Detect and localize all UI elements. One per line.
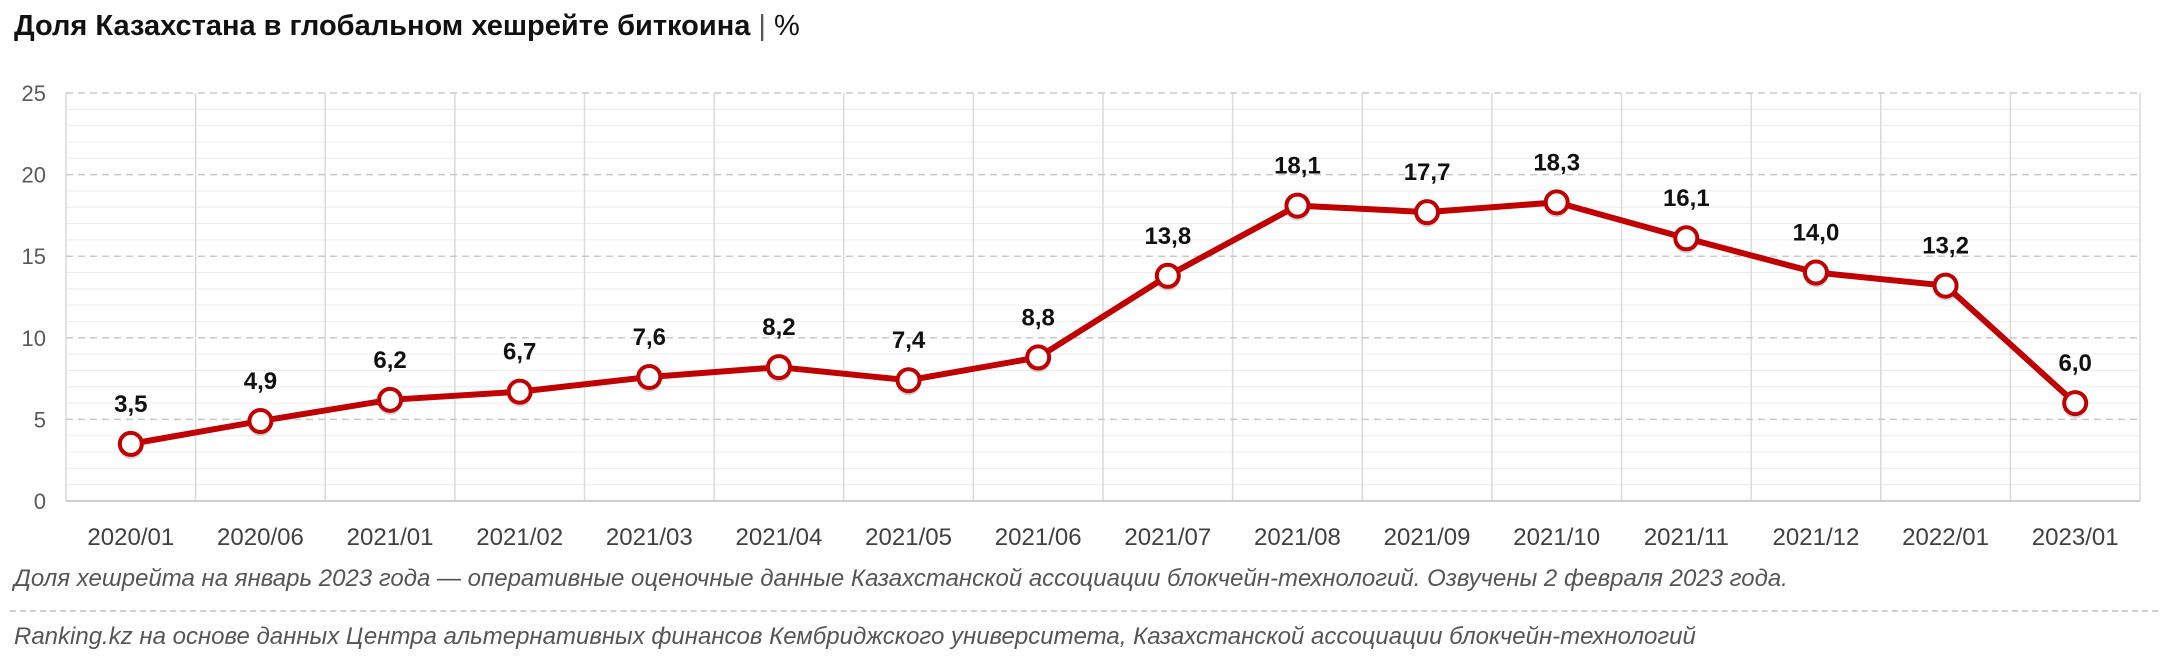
x-tick-label: 2023/01 bbox=[2032, 524, 2119, 551]
x-tick-label: 2021/01 bbox=[347, 524, 434, 551]
data-label: 18,1 bbox=[1274, 153, 1321, 180]
data-point bbox=[895, 367, 922, 394]
data-point bbox=[1154, 262, 1181, 289]
data-label: 14,0 bbox=[1793, 220, 1840, 247]
data-label: 6,2 bbox=[373, 347, 406, 374]
y-tick-label: 0 bbox=[34, 489, 46, 514]
data-point bbox=[506, 378, 533, 405]
data-label: 6,0 bbox=[2059, 350, 2092, 377]
y-tick-label: 25 bbox=[22, 81, 46, 106]
x-tick-label: 2021/06 bbox=[995, 524, 1082, 551]
y-tick-label: 20 bbox=[22, 163, 46, 188]
y-tick-label: 5 bbox=[34, 407, 46, 432]
x-tick-label: 2022/01 bbox=[1902, 524, 1989, 551]
x-tick-label: 2021/09 bbox=[1384, 524, 1471, 551]
data-point bbox=[1932, 272, 1959, 299]
data-label: 3,5 bbox=[114, 391, 147, 418]
data-label: 7,6 bbox=[633, 324, 666, 351]
data-label: 7,4 bbox=[892, 327, 926, 354]
data-note: Доля хешрейта на январь 2023 года — опер… bbox=[14, 565, 1788, 592]
data-label: 18,3 bbox=[1533, 149, 1580, 176]
title-unit: % bbox=[774, 10, 800, 42]
title-separator: | bbox=[758, 10, 766, 42]
x-tick-label: 2021/07 bbox=[1124, 524, 1211, 551]
x-tick-label: 2021/12 bbox=[1773, 524, 1860, 551]
x-tick-label: 2020/06 bbox=[217, 524, 304, 551]
data-point bbox=[1673, 225, 1700, 252]
chart-title-text: Доля Казахстана в глобальном хешрейте би… bbox=[14, 10, 751, 42]
data-point bbox=[1284, 192, 1311, 219]
x-tick-label: 2020/01 bbox=[87, 524, 174, 551]
data-label: 17,7 bbox=[1404, 159, 1451, 186]
data-point bbox=[247, 408, 274, 435]
data-label: 13,2 bbox=[1922, 233, 1969, 260]
x-tick-label: 2021/04 bbox=[736, 524, 823, 551]
data-point bbox=[1414, 199, 1441, 226]
x-tick-label: 2021/05 bbox=[865, 524, 952, 551]
data-label: 8,8 bbox=[1022, 304, 1055, 331]
data-point bbox=[2062, 390, 2089, 417]
data-point bbox=[636, 363, 663, 390]
data-label: 8,2 bbox=[762, 314, 795, 341]
series-line bbox=[127, 199, 2079, 447]
x-tick-label: 2021/03 bbox=[606, 524, 693, 551]
data-label: 13,8 bbox=[1144, 223, 1191, 250]
data-label: 16,1 bbox=[1663, 185, 1710, 212]
x-tick-label: 2021/10 bbox=[1513, 524, 1600, 551]
x-tick-label: 2021/08 bbox=[1254, 524, 1341, 551]
separator-line bbox=[10, 610, 2158, 612]
y-tick-label: 10 bbox=[22, 326, 46, 351]
data-point bbox=[1802, 259, 1829, 286]
data-label: 4,9 bbox=[244, 368, 277, 395]
source-note: Ranking.kz на основе данных Центра альте… bbox=[14, 623, 1696, 650]
data-point bbox=[765, 354, 792, 381]
data-point bbox=[377, 386, 404, 413]
data-label: 6,7 bbox=[503, 339, 536, 366]
data-point bbox=[117, 430, 144, 457]
data-point bbox=[1025, 344, 1052, 371]
x-tick-label: 2021/02 bbox=[476, 524, 563, 551]
x-tick-label: 2021/11 bbox=[1644, 524, 1729, 551]
chart-title: Доля Казахстана в глобальном хешрейте би… bbox=[14, 10, 800, 43]
line-chart: 0 5 10 15 20 25 2020/01 2020/06 2021/01 2021/02 20… bbox=[22, 81, 2141, 551]
data-point bbox=[1543, 189, 1570, 216]
y-tick-label: 15 bbox=[22, 244, 46, 269]
